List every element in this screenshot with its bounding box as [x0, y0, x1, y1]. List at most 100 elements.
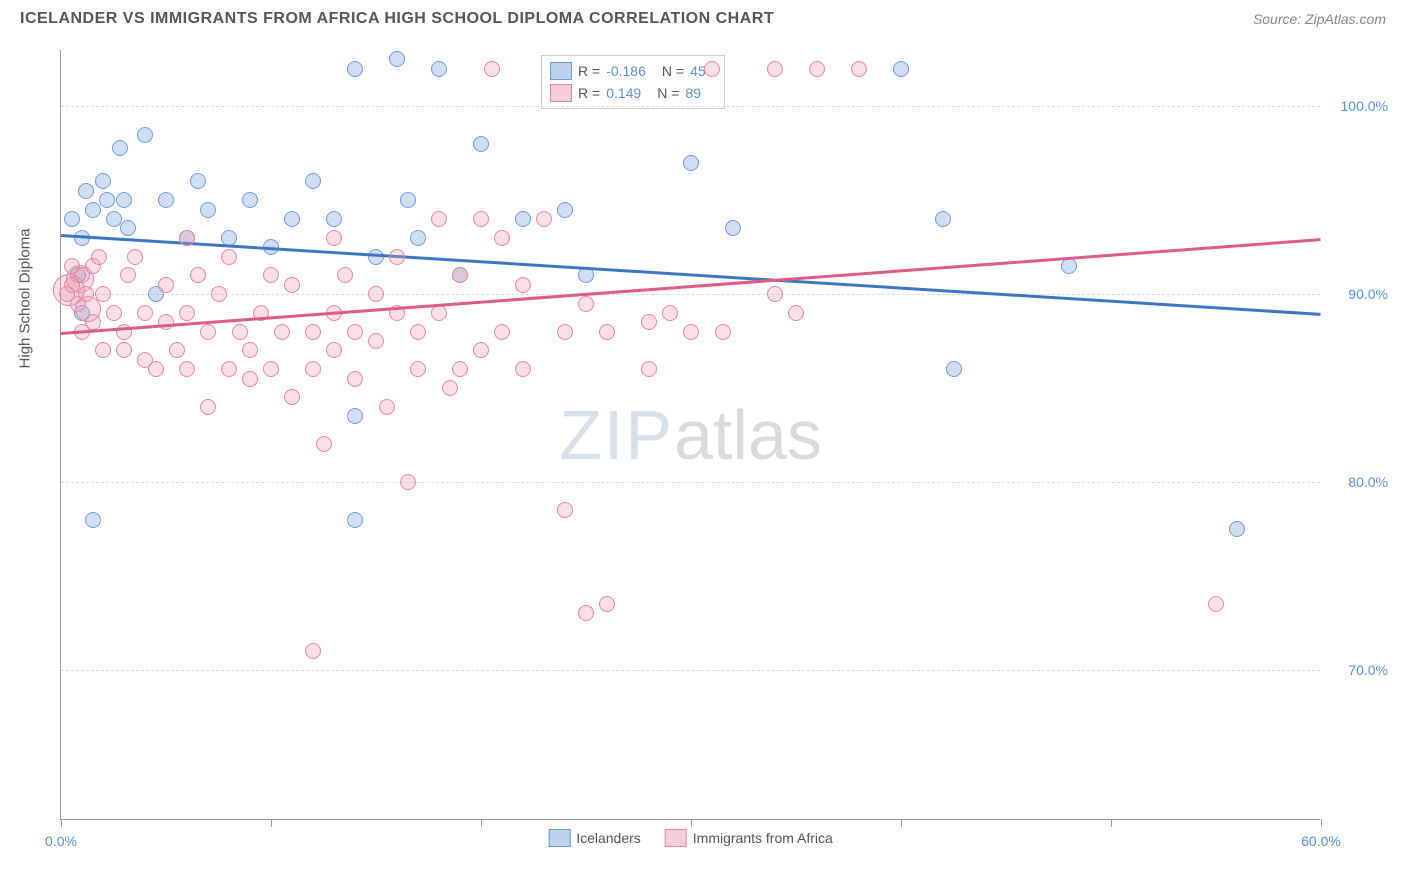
data-point: [158, 277, 174, 293]
watermark-part1: ZIP: [559, 396, 674, 474]
chart-header: ICELANDER VS IMMIGRANTS FROM AFRICA HIGH…: [0, 0, 1406, 33]
data-point: [221, 361, 237, 377]
stat-r-label: R =: [578, 85, 600, 101]
y-tick-label: 100.0%: [1341, 98, 1388, 114]
data-point: [599, 596, 615, 612]
data-point: [557, 324, 573, 340]
gridline: [61, 670, 1320, 671]
y-axis-title: High School Diploma: [17, 228, 34, 368]
stat-n-label: N =: [662, 63, 684, 79]
data-point: [305, 173, 321, 189]
data-point: [120, 220, 136, 236]
data-point: [127, 249, 143, 265]
watermark: ZIPatlas: [559, 395, 822, 475]
y-tick-label: 80.0%: [1348, 474, 1388, 490]
x-tick: [691, 819, 692, 827]
stat-r-value: 0.149: [606, 85, 641, 101]
data-point: [64, 211, 80, 227]
data-point: [578, 605, 594, 621]
data-point: [473, 342, 489, 358]
data-point: [347, 408, 363, 424]
data-point: [242, 371, 258, 387]
stat-r-value: -0.186: [606, 63, 646, 79]
data-point: [112, 140, 128, 156]
data-point: [935, 211, 951, 227]
data-point: [137, 127, 153, 143]
data-point: [578, 296, 594, 312]
legend-swatch: [550, 84, 572, 102]
data-point: [179, 305, 195, 321]
data-point: [263, 361, 279, 377]
data-point: [99, 192, 115, 208]
y-tick-label: 70.0%: [1348, 662, 1388, 678]
data-point: [95, 286, 111, 302]
data-point: [473, 211, 489, 227]
data-point: [641, 361, 657, 377]
data-point: [715, 324, 731, 340]
chart-title: ICELANDER VS IMMIGRANTS FROM AFRICA HIGH…: [20, 10, 774, 28]
data-point: [809, 61, 825, 77]
x-tick: [61, 819, 62, 827]
data-point: [1208, 596, 1224, 612]
data-point: [179, 230, 195, 246]
data-point: [169, 342, 185, 358]
y-tick-label: 90.0%: [1348, 286, 1388, 302]
stat-n-value: 89: [685, 85, 701, 101]
data-point: [368, 333, 384, 349]
data-point: [494, 230, 510, 246]
data-point: [851, 61, 867, 77]
data-point: [326, 230, 342, 246]
data-point: [137, 305, 153, 321]
data-point: [347, 324, 363, 340]
data-point: [557, 502, 573, 518]
x-tick-label: 60.0%: [1301, 833, 1341, 849]
data-point: [410, 361, 426, 377]
data-point: [1229, 521, 1245, 537]
data-point: [305, 324, 321, 340]
data-point: [641, 314, 657, 330]
data-point: [494, 324, 510, 340]
data-point: [536, 211, 552, 227]
data-point: [515, 211, 531, 227]
data-point: [452, 361, 468, 377]
data-point: [284, 277, 300, 293]
data-point: [557, 202, 573, 218]
legend-item: Immigrants from Africa: [665, 829, 833, 847]
data-point: [704, 61, 720, 77]
data-point: [400, 474, 416, 490]
data-point: [78, 286, 94, 302]
data-point: [347, 512, 363, 528]
legend-swatch: [548, 829, 570, 847]
gridline: [61, 106, 1320, 107]
data-point: [91, 249, 107, 265]
data-point: [232, 324, 248, 340]
data-point: [389, 249, 405, 265]
legend-stat-row: R =0.149N =89: [550, 82, 716, 104]
data-point: [599, 324, 615, 340]
data-point: [484, 61, 500, 77]
data-point: [200, 324, 216, 340]
data-point: [683, 324, 699, 340]
stat-r-label: R =: [578, 63, 600, 79]
data-point: [326, 211, 342, 227]
data-point: [431, 305, 447, 321]
data-point: [347, 371, 363, 387]
data-point: [305, 643, 321, 659]
data-point: [284, 211, 300, 227]
data-point: [337, 267, 353, 283]
data-point: [274, 324, 290, 340]
data-point: [1061, 258, 1077, 274]
legend-stat-row: R =-0.186N =45: [550, 60, 716, 82]
data-point: [946, 361, 962, 377]
data-point: [284, 389, 300, 405]
data-point: [767, 286, 783, 302]
x-tick: [901, 819, 902, 827]
data-point: [515, 361, 531, 377]
data-point: [368, 286, 384, 302]
x-tick: [1321, 819, 1322, 827]
data-point: [305, 361, 321, 377]
data-point: [158, 314, 174, 330]
x-tick: [1111, 819, 1112, 827]
data-point: [662, 305, 678, 321]
data-point: [263, 267, 279, 283]
